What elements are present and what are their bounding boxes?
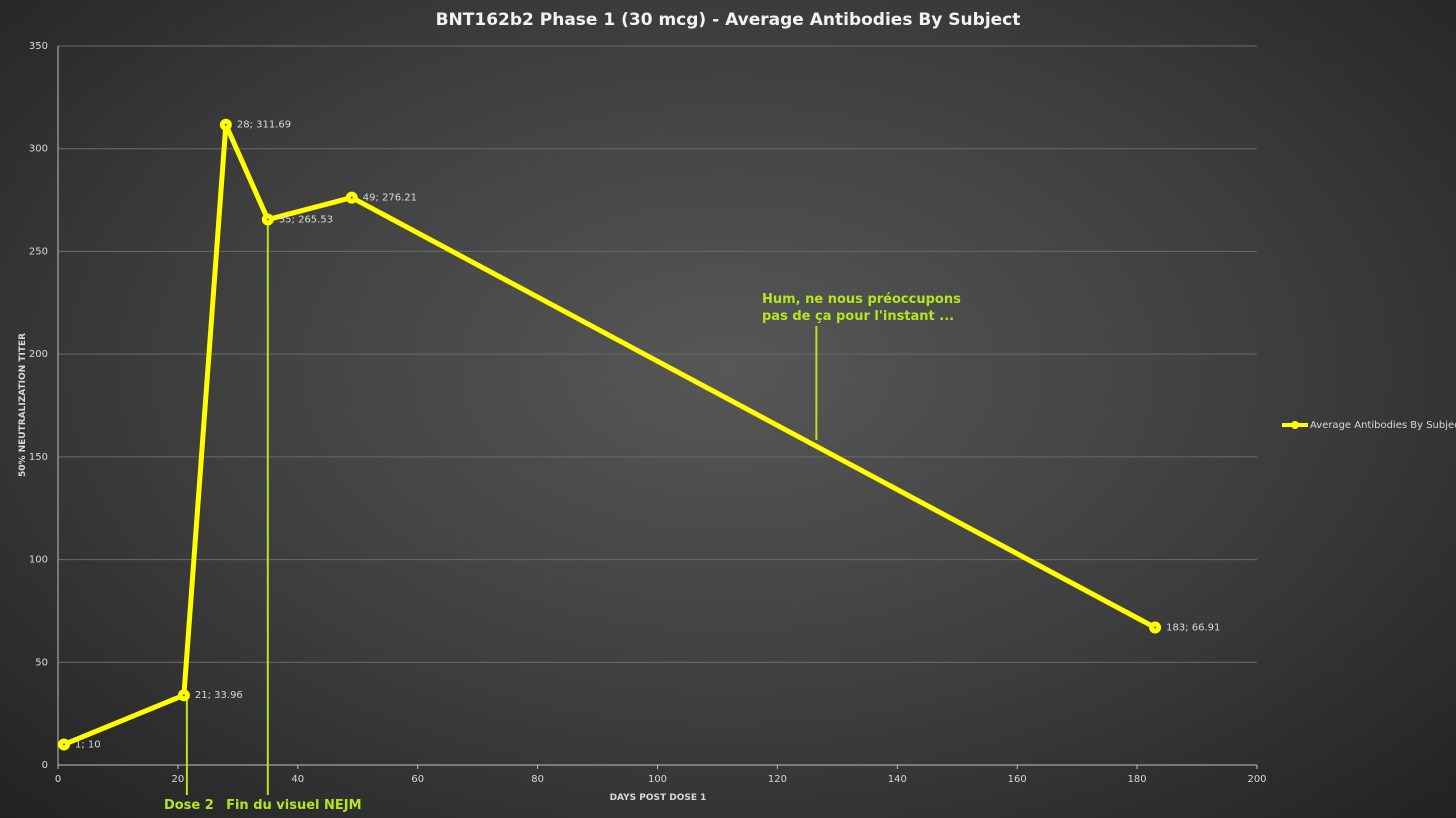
y-tick-label: 250 bbox=[29, 246, 48, 257]
data-point-center bbox=[266, 218, 269, 221]
x-tick-label: 100 bbox=[648, 774, 667, 785]
data-label: 28; 311.69 bbox=[237, 120, 291, 131]
data-point-center bbox=[224, 123, 227, 126]
x-tick-label: 180 bbox=[1128, 774, 1147, 785]
y-tick-label: 150 bbox=[29, 452, 48, 463]
y-tick-label: 300 bbox=[29, 144, 48, 155]
y-tick-label: 0 bbox=[42, 760, 48, 771]
data-label: 49; 276.21 bbox=[363, 193, 417, 204]
x-axis-label: DAYS POST DOSE 1 bbox=[610, 793, 707, 803]
y-tick-label: 100 bbox=[29, 555, 48, 566]
legend: Average Antibodies By Subject bbox=[1282, 420, 1456, 431]
series-line bbox=[63, 122, 1157, 747]
data-point-center bbox=[62, 743, 65, 746]
x-tick-label: 80 bbox=[531, 774, 544, 785]
x-tick-label: 140 bbox=[888, 774, 907, 785]
y-tick-label: 200 bbox=[29, 349, 48, 360]
x-tick-label: 200 bbox=[1247, 774, 1266, 785]
legend-label: Average Antibodies By Subject bbox=[1310, 420, 1456, 431]
comment-annotation-line: Hum, ne nous préoccupons bbox=[762, 292, 961, 307]
y-tick-label: 350 bbox=[29, 41, 48, 52]
y-tick-label: 50 bbox=[35, 657, 48, 668]
nejm-annotation: Fin du visuel NEJM bbox=[226, 798, 361, 813]
data-point-center bbox=[182, 694, 185, 697]
data-point-center bbox=[1154, 626, 1157, 629]
data-label: 1; 10 bbox=[75, 739, 101, 750]
x-tick-label: 0 bbox=[55, 774, 61, 785]
x-tick-label: 40 bbox=[291, 774, 304, 785]
data-label: 21; 33.96 bbox=[195, 690, 243, 701]
x-tick-label: 60 bbox=[411, 774, 424, 785]
y-axis-label: 50% NEUTRALIZATION TITER bbox=[18, 333, 28, 477]
comment-annotation-line: pas de ça pour l'instant ... bbox=[762, 309, 954, 324]
data-label: 183; 66.91 bbox=[1166, 623, 1220, 634]
x-tick-label: 160 bbox=[1008, 774, 1027, 785]
dose2-annotation: Dose 2 bbox=[164, 798, 214, 813]
legend-marker-icon bbox=[1291, 421, 1299, 429]
x-tick-label: 20 bbox=[172, 774, 185, 785]
x-tick-label: 120 bbox=[768, 774, 787, 785]
chart-title: BNT162b2 Phase 1 (30 mcg) - Average Anti… bbox=[436, 10, 1021, 30]
data-label: 35; 265.53 bbox=[279, 215, 333, 226]
data-point-center bbox=[350, 196, 353, 199]
